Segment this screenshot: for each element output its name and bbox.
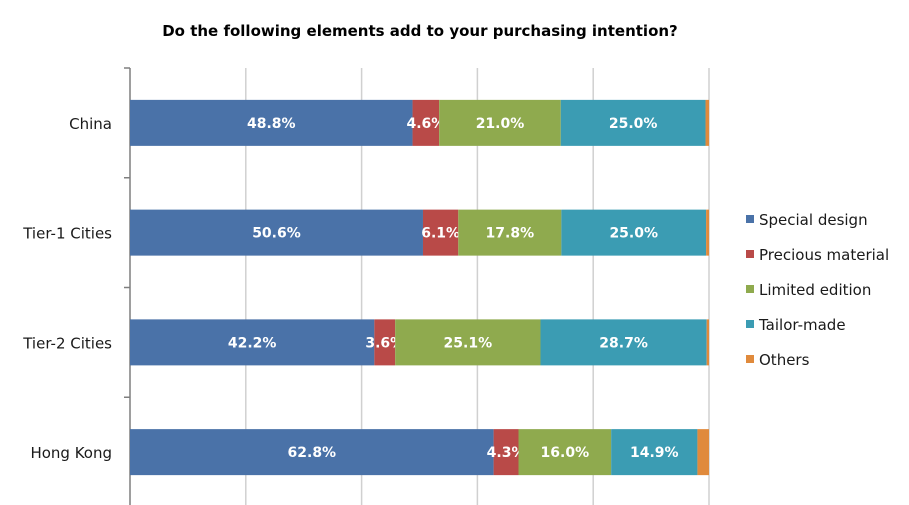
bar-segment	[412, 99, 440, 146]
category-label: Tier-2 Cities	[22, 334, 112, 352]
category-label: China	[69, 115, 112, 133]
legend-label: Special design	[759, 211, 868, 229]
bar-segment	[130, 429, 494, 476]
legend-swatch	[746, 215, 754, 223]
data-label: 48.8%	[247, 116, 296, 132]
legend-label: Precious material	[759, 246, 889, 264]
data-label: 28.7%	[599, 335, 648, 351]
bar-segment	[697, 429, 709, 476]
bar-segment	[540, 319, 707, 366]
bar-segment	[130, 209, 423, 256]
category-label: Tier-1 Cities	[22, 225, 112, 243]
bar-segment	[705, 99, 709, 146]
bars: 48.8% 4.6% 21.0% 25.0% 50.6% 6.1% 17.8% 25.0% 42…	[130, 99, 709, 476]
bar-segment	[561, 209, 707, 256]
category-labels: China Tier-1 Cities Tier-2 Cities Hong Kong	[22, 115, 112, 462]
bar-segment	[458, 209, 562, 256]
legend: Special design Precious material Limited e…	[746, 211, 889, 369]
bar-segment	[130, 99, 413, 146]
bar-segment	[706, 209, 709, 256]
bar-segment	[611, 429, 698, 476]
legend-swatch	[746, 355, 754, 363]
chart-title: Do the following elements add to your pu…	[162, 22, 678, 40]
bar-segment	[374, 319, 396, 366]
data-label: 6.1%	[421, 226, 460, 242]
data-label: 42.2%	[228, 335, 277, 351]
data-label: 62.8%	[288, 445, 337, 461]
legend-swatch	[746, 285, 754, 293]
data-label: 25.0%	[609, 226, 658, 242]
bar-segment	[518, 429, 612, 476]
data-label: 25.1%	[444, 335, 493, 351]
data-label: 14.9%	[630, 445, 679, 461]
bar-segment	[493, 429, 519, 476]
data-label: 16.0%	[541, 445, 590, 461]
bar-segment	[130, 319, 375, 366]
bar-segment	[706, 319, 709, 366]
data-label: 50.6%	[252, 226, 301, 242]
legend-swatch	[746, 250, 754, 258]
legend-swatch	[746, 320, 754, 328]
bar-segment	[560, 99, 706, 146]
category-axis	[124, 67, 131, 505]
legend-label: Others	[759, 351, 810, 369]
data-label: 21.0%	[476, 116, 525, 132]
category-label: Hong Kong	[30, 444, 112, 462]
bar-segment	[395, 319, 541, 366]
data-label: 25.0%	[609, 116, 658, 132]
legend-label: Tailor-made	[758, 316, 846, 334]
bar-segment	[422, 209, 459, 256]
data-label: 17.8%	[486, 226, 535, 242]
data-label: 4.3%	[487, 445, 526, 461]
data-label: 3.6%	[365, 335, 404, 351]
data-label: 4.6%	[406, 116, 445, 132]
legend-label: Limited edition	[759, 281, 871, 299]
bar-segment	[439, 99, 561, 146]
